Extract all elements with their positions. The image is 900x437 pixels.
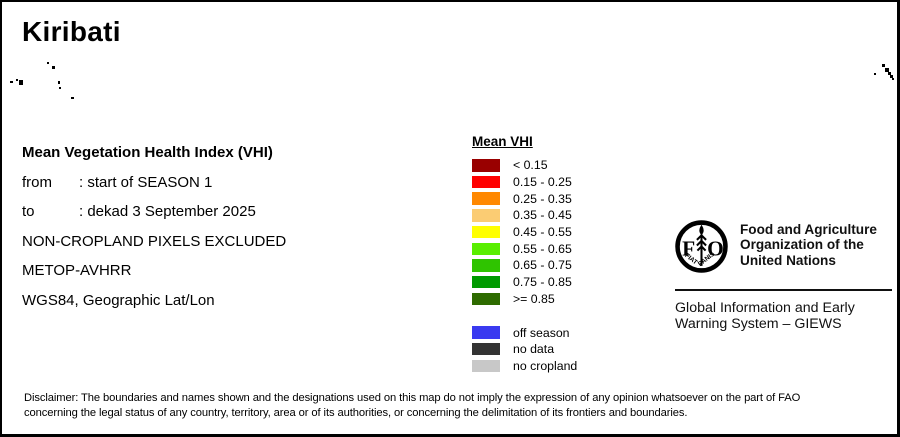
- legend-class-label: < 0.15: [513, 158, 548, 173]
- legend-class-swatch: [472, 209, 500, 222]
- disclaimer-line1: Disclaimer: The boundaries and names sho…: [24, 392, 801, 404]
- legend-class-row: 0.55 - 0.65: [472, 240, 577, 257]
- legend-class-swatch: [472, 175, 500, 189]
- island-speck: [890, 75, 893, 78]
- island-speck: [888, 72, 891, 75]
- legend-class-row: < 0.15: [472, 157, 577, 174]
- legend-class-swatch: [472, 225, 500, 239]
- fao-logo-wheat-ear: [696, 224, 707, 266]
- legend-class-label: 0.65 - 0.75: [513, 258, 572, 273]
- island-speck: [882, 64, 885, 67]
- fao-divider: [675, 289, 892, 291]
- island-speck: [47, 62, 49, 64]
- legend-class-row: 0.15 - 0.25: [472, 174, 577, 191]
- legend-extra-row: no data: [472, 341, 577, 358]
- legend-extra-row: no cropland: [472, 358, 577, 375]
- legend-class-label: 0.15 - 0.25: [513, 175, 572, 190]
- legend-class-label: 0.35 - 0.45: [513, 208, 572, 223]
- legend-extra-swatch: [472, 359, 500, 373]
- legend-class-label: 0.45 - 0.55: [513, 225, 572, 240]
- legend-class-row: 0.35 - 0.45: [472, 207, 577, 224]
- fao-logo-letter-f: F: [682, 237, 695, 261]
- legend-extra-swatch: [472, 326, 500, 339]
- legend-extra-label: no cropland: [513, 358, 578, 373]
- legend-class-rows: < 0.15 0.15 - 0.25 0.25 - 0.35 0.35 - 0.45 0…: [472, 157, 577, 307]
- legend-class-row: 0.75 - 0.85: [472, 274, 577, 291]
- disclaimer-line2: concerning the legal status of any count…: [24, 406, 688, 419]
- legend-extra-rows: off season no data no cropland: [472, 324, 577, 374]
- fao-logo-letter-o: O: [707, 237, 724, 261]
- legend-class-swatch: [472, 159, 500, 172]
- giews-name: Global Information and Early Warning Sys…: [675, 300, 855, 332]
- legend-class-label: 0.55 - 0.65: [513, 241, 572, 256]
- legend-title: Mean VHI: [472, 134, 533, 149]
- info-line-projection: WGS84, Geographic Lat/Lon: [22, 291, 215, 309]
- legend-extra-swatch: [472, 342, 500, 356]
- legend-class-label: 0.25 - 0.35: [513, 191, 572, 206]
- legend-class-swatch: [472, 259, 500, 272]
- info-heading: Mean Vegetation Health Index (VHI): [22, 144, 273, 161]
- country-title: Kiribati: [22, 16, 121, 47]
- info-line-from: from : start of SEASON 1: [22, 168, 286, 198]
- legend-class-swatch: [472, 192, 500, 205]
- legend-class-row: >= 0.85: [472, 291, 577, 308]
- island-speck: [59, 87, 61, 89]
- island-speck: [892, 78, 894, 80]
- legend-class-label: 0.75 - 0.85: [513, 275, 572, 290]
- info-value-from: : start of SEASON 1: [79, 173, 213, 191]
- island-speck: [874, 73, 876, 75]
- legend-class-row: 0.45 - 0.55: [472, 224, 577, 241]
- island-speck: [71, 97, 74, 99]
- giews-line1: Global Information and Early: [675, 300, 855, 316]
- fao-block: F O FIAT PANIS Food and Agriculture Orga…: [675, 220, 895, 338]
- fao-logo-icon: F O FIAT PANIS: [675, 220, 728, 273]
- island-speck: [52, 66, 55, 69]
- info-value-to: : dekad 3 September 2025: [79, 203, 256, 220]
- legend-extra-label: no data: [513, 342, 555, 357]
- giews-line2: Warning System – GIEWS: [675, 315, 842, 332]
- info-line-sensor: METOP-AVHRR: [22, 262, 132, 279]
- legend-class-swatch: [472, 242, 500, 256]
- legend-extra-label: off season: [513, 325, 570, 340]
- island-speck: [19, 80, 23, 85]
- fao-name-line3: United Nations: [740, 252, 836, 268]
- legend-class-row: 0.25 - 0.35: [472, 190, 577, 207]
- island-speck: [16, 79, 18, 81]
- legend-class-label: >= 0.85: [513, 291, 555, 306]
- legend-extra-row: off season: [472, 324, 577, 341]
- fao-name-line2: Organization of the: [740, 237, 864, 253]
- disclaimer: Disclaimer: The boundaries and names sho…: [24, 391, 800, 420]
- info-label-from: from: [22, 173, 52, 191]
- island-speck: [885, 68, 889, 72]
- info-line-cropmask: NON-CROPLAND PIXELS EXCLUDED: [22, 232, 287, 250]
- info-line-to: to : dekad 3 September 2025: [22, 197, 286, 227]
- vhi-legend: Mean VHI < 0.15 0.15 - 0.25 0.25 - 0.35 0.3…: [472, 133, 577, 374]
- island-speck: [58, 81, 60, 84]
- info-label-to: to: [22, 203, 35, 220]
- legend-class-swatch: [472, 292, 500, 306]
- map-info-block: Mean Vegetation Health Index (VHI) from:…: [22, 138, 286, 315]
- legend-class-row: 0.65 - 0.75: [472, 257, 577, 274]
- fao-name: Food and Agriculture Organization of the…: [740, 222, 877, 268]
- legend-class-swatch: [472, 275, 500, 289]
- fao-name-line1: Food and Agriculture: [740, 222, 877, 237]
- island-speck: [10, 81, 13, 83]
